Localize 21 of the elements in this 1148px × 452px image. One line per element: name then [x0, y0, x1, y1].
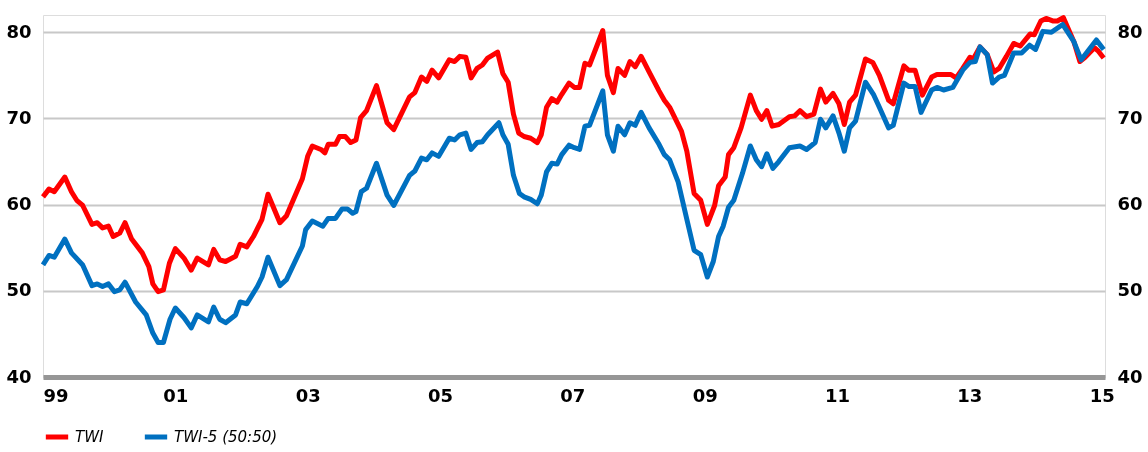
x-tick-label: 05 [427, 384, 454, 406]
y-tick-label: 60 [6, 193, 32, 215]
legend-label: TWI-5 (50:50) [174, 428, 278, 446]
y-tick-label: 40 [6, 365, 32, 387]
y2-tick-label: 50 [1117, 279, 1143, 301]
x-tick-label: 11 [824, 384, 851, 406]
x-tick-label: 13 [957, 384, 983, 406]
y2-tick-label: 40 [1117, 365, 1143, 387]
y-tick-label: 50 [6, 279, 32, 301]
legend-label: TWI [75, 428, 104, 446]
x-tick-label: 99 [43, 384, 69, 406]
y2-tick-label: 70 [1117, 106, 1143, 128]
y-tick-label: 80 [6, 20, 32, 42]
y-tick-label: 70 [6, 106, 32, 128]
x-tick-label: 01 [163, 384, 189, 406]
x-tick-label: 09 [692, 384, 718, 406]
x-tick-label: 03 [295, 384, 321, 406]
y2-tick-label: 80 [1117, 20, 1143, 42]
x-tick-label: 07 [560, 384, 586, 406]
x-tick-label: 15 [1089, 384, 1115, 406]
y2-tick-label: 60 [1117, 193, 1143, 215]
